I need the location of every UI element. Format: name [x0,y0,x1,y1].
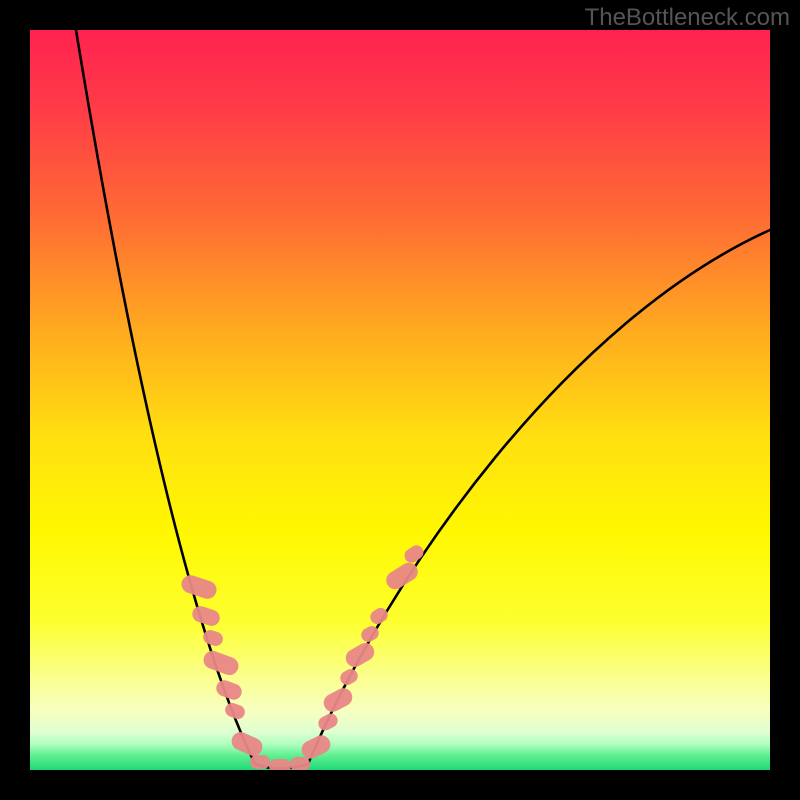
plot-area [30,30,770,770]
bead [290,757,310,770]
bead [250,755,270,769]
canvas: TheBottleneck.com [0,0,800,800]
bead [269,759,291,770]
watermark-text: TheBottleneck.com [585,4,790,32]
v-curve [30,30,770,770]
